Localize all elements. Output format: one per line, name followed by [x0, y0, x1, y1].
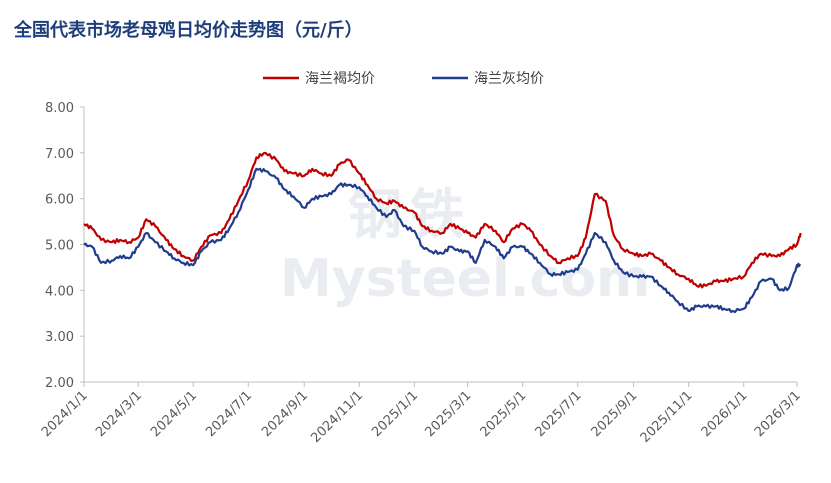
x-tick-label: 2025/5/1 [478, 388, 530, 440]
x-tick-label: 2026/3/1 [752, 388, 804, 440]
legend-label: 海兰褐均价 [305, 71, 375, 87]
legend: 海兰褐均价 海兰灰均价 [263, 71, 544, 87]
x-tick-label: 2024/7/1 [203, 388, 255, 440]
x-tick-label: 2024/9/1 [259, 388, 311, 440]
x-tick-label: 2025/9/1 [589, 388, 641, 440]
x-tick-label: 2025/7/1 [533, 388, 585, 440]
x-tick-label: 2025/1/1 [369, 388, 421, 440]
x-tick-label: 2026/1/1 [699, 388, 751, 440]
y-axis: 2.00 3.00 4.00 5.00 6.00 7.00 8.00 [45, 101, 85, 391]
legend-label: 海兰灰均价 [474, 71, 544, 87]
x-tick-label: 2024/3/1 [93, 388, 145, 440]
x-tick-label: 2024/1/1 [39, 388, 91, 440]
y-tick-label: 2.00 [45, 376, 74, 391]
y-tick-label: 7.00 [45, 147, 74, 162]
x-tick-label: 2024/11/1 [308, 388, 366, 446]
x-tick-label: 2025/11/1 [638, 388, 696, 446]
series-layer [83, 151, 802, 314]
y-tick-label: 3.00 [45, 330, 74, 345]
y-tick-label: 6.00 [45, 193, 74, 208]
x-axis: 2024/1/1 2024/3/1 2024/5/1 2024/7/1 2024/9/1… [39, 381, 804, 446]
chart-title: 全国代表市场老母鸡日均价走势图（元/斤） [14, 20, 363, 41]
y-tick-label: 8.00 [45, 101, 74, 116]
y-tick-label: 4.00 [45, 284, 74, 299]
y-tick-label: 5.00 [45, 239, 74, 254]
series-line-haixianhui [83, 167, 801, 314]
x-tick-label: 2024/5/1 [148, 388, 200, 440]
series-line-haixianhe [83, 151, 802, 289]
x-tick-label: 2025/3/1 [423, 388, 475, 440]
